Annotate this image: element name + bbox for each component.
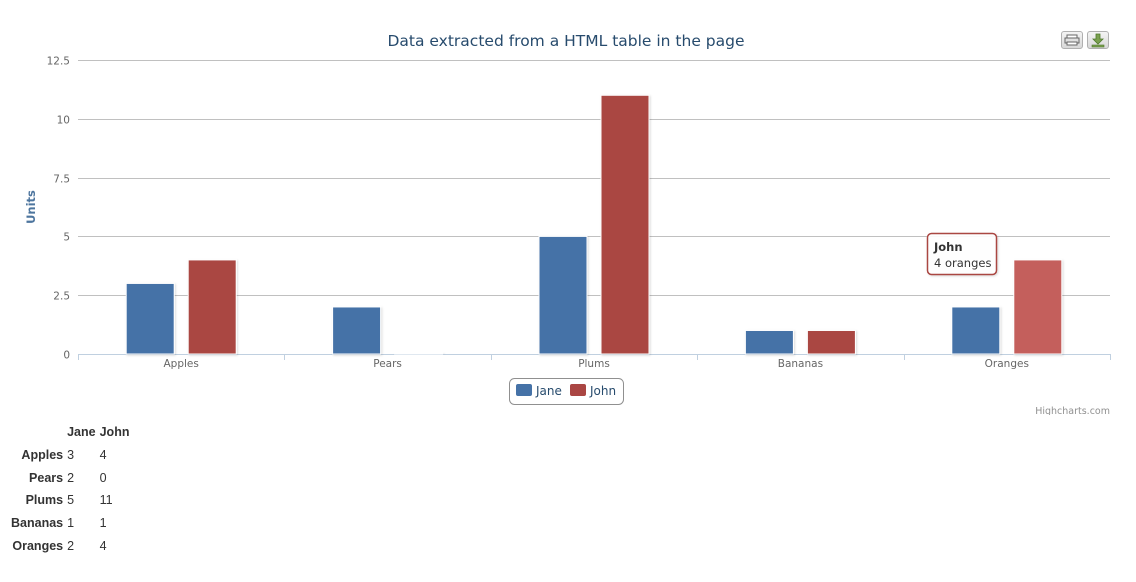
y-axis-ticks: 0 2.5 5 7.5 10 12.5 xyxy=(47,56,70,362)
row-label: Bananas xyxy=(11,516,64,531)
bar-jane-bananas[interactable] xyxy=(744,329,794,355)
row-label: Oranges xyxy=(12,538,64,553)
print-button[interactable] xyxy=(1061,31,1083,49)
download-icon xyxy=(1091,33,1105,48)
table-cell: 5 xyxy=(67,493,75,508)
table-row: Pears 2 0 xyxy=(9,467,131,490)
table-cell: 1 xyxy=(67,516,75,531)
legend-swatch-john[interactable] xyxy=(570,384,586,396)
table-cell: 2 xyxy=(67,470,75,485)
table-cell: 4 xyxy=(99,447,107,462)
y-tick-label: 2.5 xyxy=(53,291,70,303)
table-row: Bananas 1 1 xyxy=(9,512,131,535)
table-cell: 11 xyxy=(99,493,113,508)
x-tick-label: Oranges xyxy=(985,358,1029,370)
chart-title: Data extracted from a HTML table in the … xyxy=(387,32,744,50)
table-row: Plums 5 11 xyxy=(9,489,131,512)
bar-john-pears[interactable] xyxy=(394,352,444,355)
table-header-cell: Jane xyxy=(67,425,96,439)
table-cell: 1 xyxy=(99,516,107,531)
tooltip-value: 4 oranges xyxy=(934,256,991,270)
tooltip-series-name: John xyxy=(933,240,963,254)
table-cell: 0 xyxy=(99,470,107,485)
legend[interactable]: Jane John xyxy=(509,378,624,405)
bar-jane-plums[interactable] xyxy=(538,235,588,355)
row-label: Apples xyxy=(21,447,64,462)
table-cell: 3 xyxy=(67,447,75,462)
bar-john-oranges[interactable] xyxy=(1013,259,1063,355)
data-table: Jane John Apples 3 4 Pears 2 0 Plums 5 1… xyxy=(9,421,131,558)
legend-box xyxy=(509,378,624,405)
table-row: Oranges 2 4 xyxy=(9,535,131,558)
x-tick-label: Bananas xyxy=(778,358,823,370)
table-header-cell: John xyxy=(99,425,130,439)
row-label: Pears xyxy=(29,470,64,485)
bar-jane-apples[interactable] xyxy=(125,282,175,355)
credits-link[interactable]: Highcharts.com xyxy=(1035,406,1110,415)
y-axis-label: Units xyxy=(24,190,38,224)
row-label: Plums xyxy=(25,493,64,508)
y-tick-label: 7.5 xyxy=(53,174,70,186)
table-header-cell xyxy=(9,421,65,444)
tooltip-box xyxy=(926,232,998,276)
print-icon xyxy=(1064,34,1080,46)
x-tick-label: Pears xyxy=(373,358,402,370)
x-tick-label: Apples xyxy=(164,358,199,370)
table-row: Apples 3 4 xyxy=(9,444,131,467)
x-tick-label: Plums xyxy=(578,358,610,370)
y-tick-label: 0 xyxy=(63,350,70,362)
legend-swatch-jane[interactable] xyxy=(516,384,532,396)
bars xyxy=(125,94,1063,355)
y-tick-label: 12.5 xyxy=(47,56,70,68)
y-tick-label: 10 xyxy=(57,115,70,127)
bar-jane-oranges[interactable] xyxy=(951,306,1001,355)
tooltip: John 4 oranges xyxy=(926,232,998,276)
legend-item-john[interactable]: John xyxy=(589,384,616,398)
chart: Data extracted from a HTML table in the … xyxy=(24,32,1111,415)
download-button[interactable] xyxy=(1087,31,1109,49)
bar-john-plums[interactable] xyxy=(600,94,650,355)
table-cell: 4 xyxy=(99,538,107,553)
bar-john-apples[interactable] xyxy=(187,259,237,355)
bar-jane-pears[interactable] xyxy=(332,306,382,355)
bar-john-bananas[interactable] xyxy=(806,329,856,355)
table-header-row: Jane John xyxy=(9,421,131,444)
table-cell: 2 xyxy=(67,538,75,553)
legend-item-jane[interactable]: Jane xyxy=(535,384,562,398)
y-tick-label: 5 xyxy=(63,232,70,244)
x-axis: Apples Pears Plums Bananas Oranges xyxy=(78,354,1111,370)
